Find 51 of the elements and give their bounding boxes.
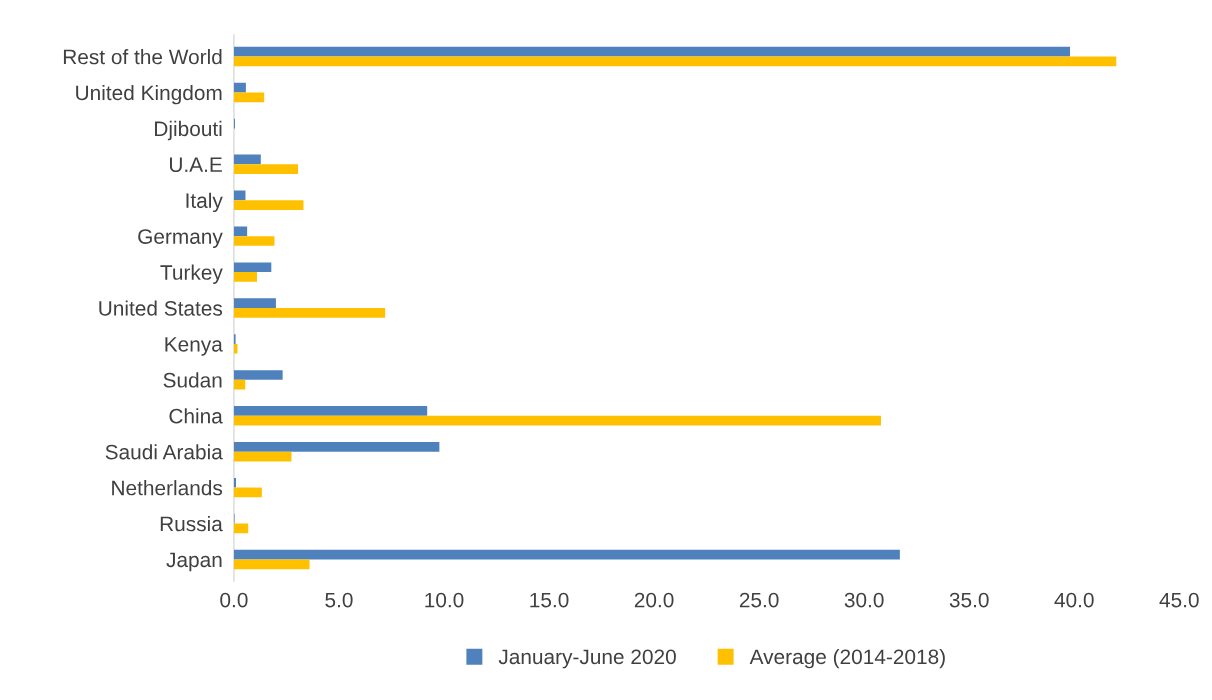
x-tick-label: 10.0 xyxy=(425,592,464,608)
bar xyxy=(233,308,386,318)
x-tick-label: 20.0 xyxy=(634,592,674,608)
bar xyxy=(233,370,283,380)
legend-label: January-June 2020 xyxy=(498,649,676,669)
y-tick-label: Djibouti xyxy=(155,120,222,141)
bar xyxy=(233,200,304,210)
bar xyxy=(233,226,248,237)
x-tick-label: 25.0 xyxy=(739,592,779,608)
bar xyxy=(233,82,246,93)
legend-label: Average (2014-2018) xyxy=(749,648,945,669)
bar xyxy=(233,559,310,570)
bar xyxy=(233,406,428,416)
bar xyxy=(233,379,246,390)
bar xyxy=(233,56,1117,67)
bar xyxy=(233,46,1071,57)
y-tick-label: Germany xyxy=(138,229,223,249)
bar xyxy=(233,236,275,246)
y-tick-label: Russia xyxy=(160,515,223,532)
x-tick-label: 0.0 xyxy=(220,592,248,608)
bar xyxy=(233,523,249,534)
y-tick-label: United States xyxy=(99,300,223,316)
y-tick-label: Saudi Arabia xyxy=(105,444,223,460)
y-tick-label: Kenya xyxy=(165,337,223,356)
x-tick-label: 40.0 xyxy=(1054,592,1094,608)
y-tick-label: U.A.E xyxy=(170,157,222,173)
bar xyxy=(233,441,440,452)
bar xyxy=(233,415,881,426)
bar xyxy=(233,262,272,273)
bar xyxy=(233,487,262,498)
bar xyxy=(233,549,900,560)
y-tick-label: Rest of the World xyxy=(63,49,222,65)
x-tick-label: 45.0 xyxy=(1159,592,1199,608)
x-tick-label: 15.0 xyxy=(530,592,569,608)
bar xyxy=(233,92,265,103)
bar xyxy=(233,154,261,165)
y-tick-label: Italy xyxy=(186,192,223,213)
bar xyxy=(233,298,276,308)
bar xyxy=(233,272,258,282)
x-tick-label: 30.0 xyxy=(844,592,884,608)
bar xyxy=(233,477,237,488)
y-tick-label: United Kingdom xyxy=(76,84,222,105)
y-tick-label: China xyxy=(169,408,223,424)
y-tick-label: Netherlands xyxy=(112,480,223,496)
y-tick-label: Sudan xyxy=(163,372,222,388)
bar xyxy=(233,451,292,462)
y-tick-label: Japan xyxy=(166,552,222,572)
x-tick-label: 35.0 xyxy=(949,592,989,608)
y-tick-label: Turkey xyxy=(160,264,223,284)
bar xyxy=(233,164,298,175)
x-tick-label: 5.0 xyxy=(325,592,353,608)
